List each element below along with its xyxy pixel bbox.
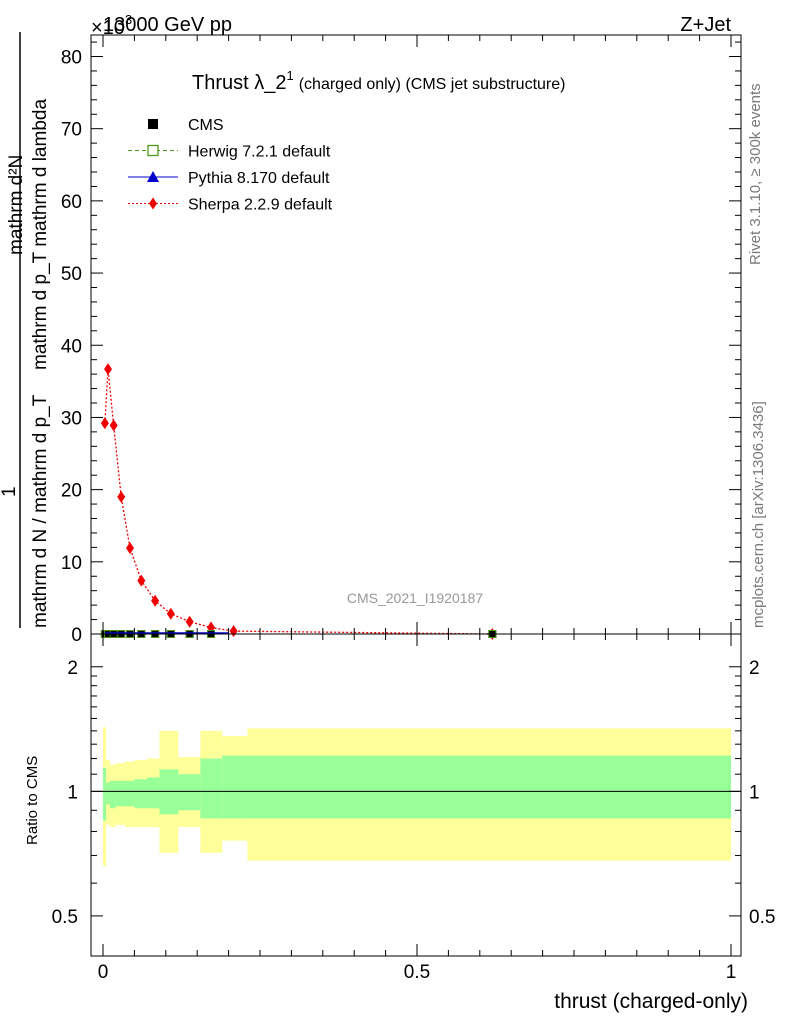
process-label: Z+Jet [680,14,731,36]
main-yticks: 0 10 20 30 40 50 60 70 80 [61,41,741,646]
ratio-ytick-label-left: 0.5 [52,907,78,928]
main-ytick-label: 60 [61,192,82,213]
sherpa-point [166,607,175,620]
main-xticks [102,35,732,634]
main-ytick-label: 20 [61,481,82,502]
ratio-frame [90,633,742,957]
ratio-bands [103,727,731,867]
main-ytick-label: 10 [61,553,82,574]
sherpa-point [126,542,135,555]
ratio-band-green [146,777,160,809]
main-ytick-label: 40 [61,336,82,357]
ratio-ylabel: Ratio to CMS [24,756,41,845]
sherpa-point [109,419,118,432]
ratio-xticks: 0 0.5 1 [98,634,737,983]
ratio-ytick-label-right: 1 [749,782,760,803]
legend-marker-triangle [147,171,159,182]
main-y-axis-label: mathrm d²N mathrm d p_T mathrm d lambda … [0,32,51,628]
ratio-band-green [115,780,125,807]
ratio-band-green [109,780,116,809]
legend-label: Sherpa 2.2.9 default [188,197,333,214]
ratio-band-green [178,774,201,811]
legend-label: Herwig 7.2.1 default [188,144,331,161]
ratio-xtick-label: 0.5 [404,962,430,983]
ylabel-mid: mathrm d p_T mathrm d lambda [30,99,51,370]
ratio-band-green [200,758,223,819]
main-ytick-label: 80 [61,48,82,69]
legend: CMS Herwig 7.2.1 default Pythia 8.170 defa… [128,117,333,214]
sherpa-point [137,574,146,587]
main-ytick-label: 30 [61,408,82,429]
ratio-yticks: 0.5 0.5 1 1 2 2 [52,658,776,928]
legend-label: Pythia 8.170 default [188,170,330,187]
ratio-band-green [222,755,248,819]
legend-entry: Herwig 7.2.1 default [128,144,331,161]
legend-marker-square [148,119,158,129]
legend-marker-diamond [149,197,157,210]
ratio-ytick-label-right: 0.5 [749,907,775,928]
mcplots-label: mcplots.cern.ch [arXiv:1306.3436] [750,401,767,628]
legend-marker-open-square [147,144,159,157]
sherpa-line [104,369,493,635]
ratio-band-green [103,767,107,821]
plot-subtitle: (charged only) (CMS jet substructure) [299,76,566,93]
ratio-band-green [247,755,731,819]
watermark: CMS_2021_I1920187 [347,590,483,606]
energy-label: 13000 GeV pp [103,14,232,36]
plot-title-superscript: 1 [286,68,293,83]
ratio-xtick-label: 0 [98,962,109,983]
ratio-band-green [159,769,179,815]
ratio-ytick-label-left: 1 [67,782,78,803]
ylabel-one: 1 [0,486,20,497]
main-plot: 0 10 20 30 40 50 60 70 80 Thrust λ_21(charged on… [61,34,742,646]
legend-entry: Sherpa 2.2.9 default [128,197,333,214]
ratio-ytick-label-left: 2 [67,658,78,679]
ratio-band-green [134,779,147,809]
sherpa-point [229,625,238,638]
main-ytick-label: 50 [61,264,82,285]
sherpa-point [151,594,160,607]
exponent-power: 3 [125,12,132,27]
legend-label: CMS [188,117,224,134]
ratio-ytick-label-right: 2 [749,658,760,679]
main-ytick-label: 0 [71,625,82,646]
ylabel-den: mathrm d N / mathrm d p_T [30,394,51,628]
ratio-plot: 0.5 0.51 12 2 0 0.5 1 Ratio to CMS thrust (ch… [24,633,776,1013]
sherpa-point [104,363,113,376]
main-ytick-label: 70 [61,120,82,141]
x-axis-label: thrust (charged-only) [554,990,748,1013]
legend-entry: CMS [148,117,224,134]
legend-entry: Pythia 8.170 default [128,170,330,187]
plot-title: Thrust λ_21(charged only) (CMS jet subst… [192,68,565,94]
sherpa-point [117,490,126,503]
sherpa-point [100,417,109,430]
ratio-band-green [106,782,110,805]
ratio-band-green [124,780,135,807]
exponent-label: ×103 [91,12,132,39]
sherpa-point [185,615,194,628]
rivet-label: Rivet 3.1.10, ≥ 300k events [747,83,764,265]
ratio-xtick-label: 1 [726,962,737,983]
ylabel-top: mathrm d²N [6,155,27,255]
